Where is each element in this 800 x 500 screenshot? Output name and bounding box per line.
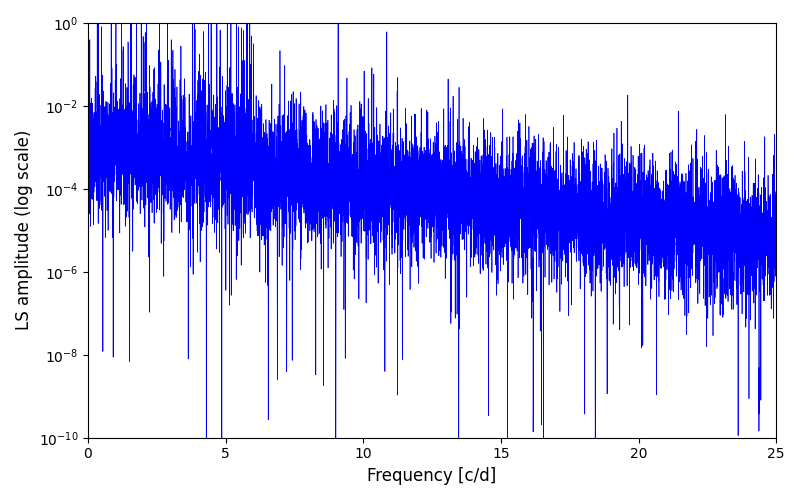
X-axis label: Frequency [c/d]: Frequency [c/d] bbox=[367, 467, 497, 485]
Y-axis label: LS amplitude (log scale): LS amplitude (log scale) bbox=[15, 130, 33, 330]
